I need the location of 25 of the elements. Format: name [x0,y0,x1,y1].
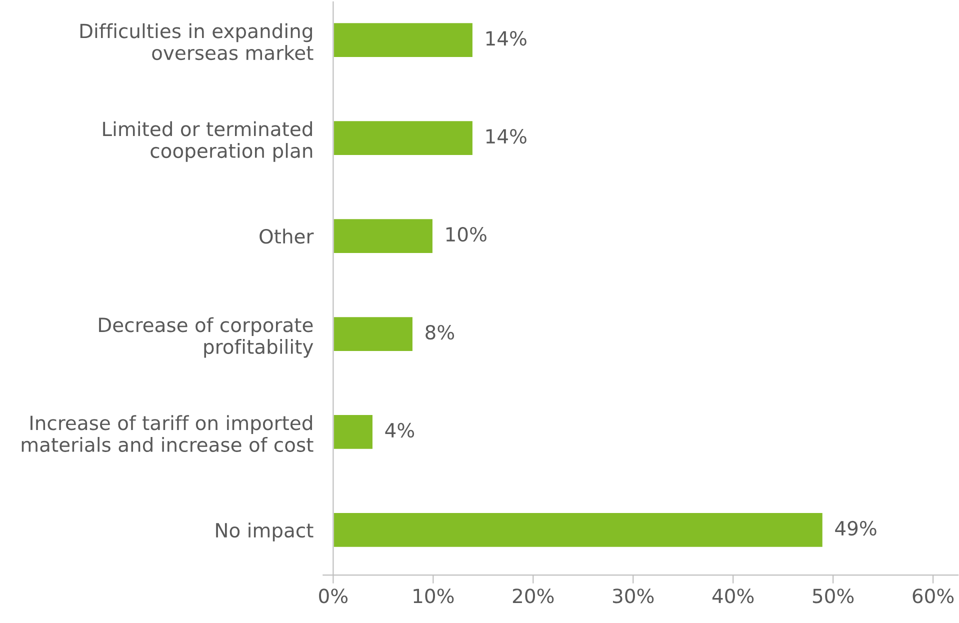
data-label: 14% [486,128,526,144]
y-tick-label: Other [260,228,314,244]
y-tick-label: Increase of tariff on imported materials and increase of cost [22,415,314,452]
x-tick-label: 60% [912,588,954,604]
bar [332,316,414,352]
bar [332,414,374,450]
data-label: 10% [446,226,486,242]
bar [332,22,474,58]
y-tick-label: No impact [216,522,314,542]
y-tick-label: Decrease of corporate profitability [99,317,314,358]
data-label: 4% [385,422,414,438]
x-tick-label: 10% [414,588,454,604]
x-tick-label: 40% [712,588,754,604]
bar [332,218,434,254]
x-tick-label: 30% [612,588,654,604]
data-label: 49% [835,520,876,536]
y-tick-label: Difficulties in expanding overseas market [80,23,314,60]
x-tick-label: 0% [319,588,348,604]
x-tick-label: 20% [512,588,554,604]
data-label: 14% [486,31,526,46]
bar [332,120,474,156]
x-tick-label: 50% [812,588,854,604]
data-label: 8% [426,324,454,340]
bar [332,512,824,548]
y-tick-label: Limited or terminated cooperation plan [103,121,312,162]
